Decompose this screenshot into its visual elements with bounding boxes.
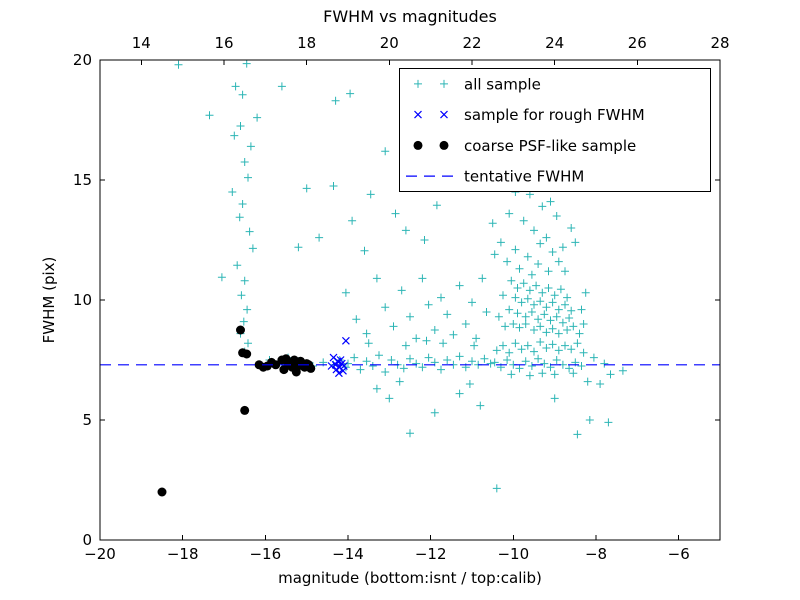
svg-text:−10: −10 [497,545,529,563]
series-1 [327,336,350,378]
svg-text:−18: −18 [167,545,199,563]
svg-text:14: 14 [132,34,151,52]
svg-text:15: 15 [73,171,92,189]
legend-label-3: tentative FWHM [464,168,584,186]
legend-label-0: all sample [464,75,541,93]
legend-label-2: coarse PSF-like sample [464,137,636,155]
svg-text:−8: −8 [585,545,607,563]
chart-title: FWHM vs magnitudes [323,7,497,26]
x-axis-label: magnitude (bottom:isnt / top:calib) [278,569,542,587]
tick-labels: −20 −18 −16 −14 −12 −10 −8 −6 14 16 18 20 22 24 26 28 0 5… [73,34,730,563]
legend-label-1: sample for rough FWHM [464,106,645,124]
svg-text:20: 20 [73,51,92,69]
svg-text:18: 18 [297,34,316,52]
svg-text:−16: −16 [249,545,281,563]
series-0 [174,60,627,493]
svg-text:16: 16 [214,34,233,52]
svg-text:5: 5 [82,411,92,429]
svg-text:−20: −20 [84,545,116,563]
legend: all sample sample for rough FWHM coarse PS… [399,68,711,192]
series-layer [100,60,720,497]
svg-text:0: 0 [82,531,92,549]
svg-text:22: 22 [462,34,481,52]
svg-text:26: 26 [628,34,647,52]
svg-text:−6: −6 [668,545,690,563]
axes-frame [99,59,721,541]
legend-box [399,68,711,192]
svg-text:20: 20 [380,34,399,52]
y-axis-label: FWHM (pix) [40,257,58,344]
svg-text:−14: −14 [332,545,364,563]
svg-text:28: 28 [710,34,729,52]
svg-text:10: 10 [73,291,92,309]
svg-text:−12: −12 [415,545,447,563]
svg-text:24: 24 [545,34,564,52]
